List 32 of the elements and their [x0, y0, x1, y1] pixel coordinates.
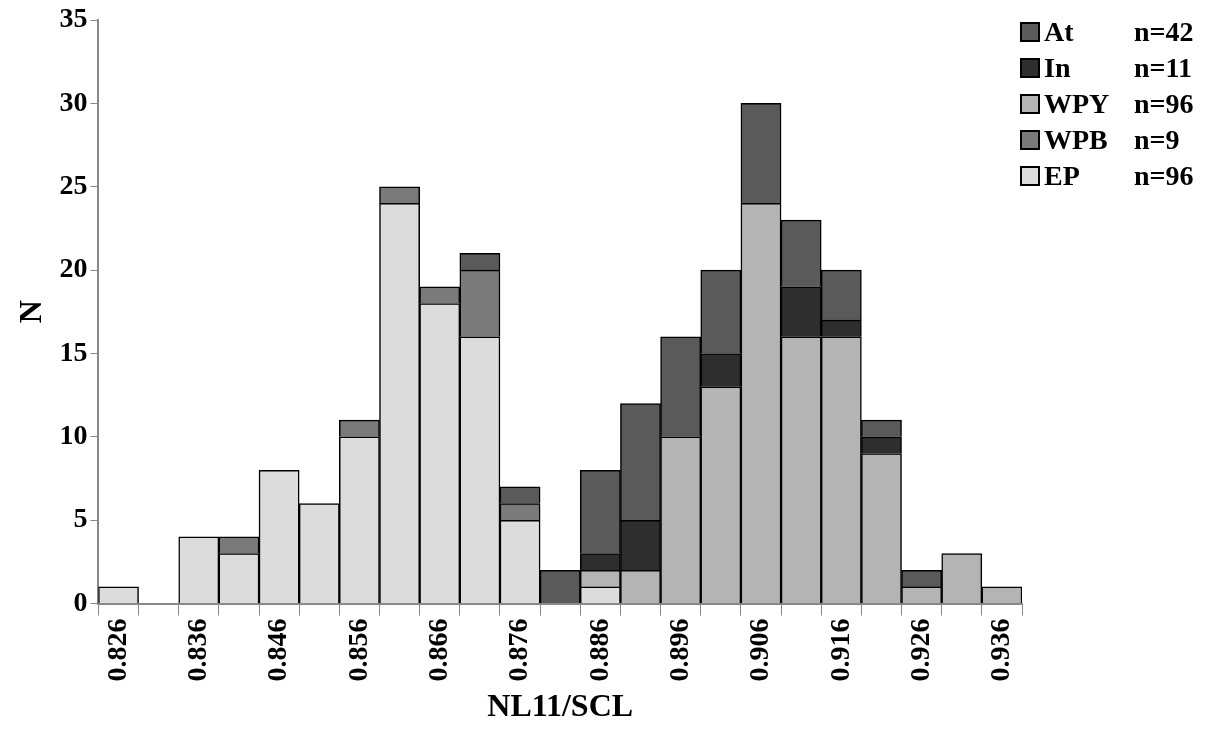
x-tick-label: 0.836 — [181, 618, 213, 682]
text: n=11 — [1134, 52, 1192, 84]
x-tick-label: 0.926 — [903, 618, 935, 682]
legend-label: At — [1044, 16, 1075, 48]
legend-label: WPY — [1044, 88, 1111, 120]
y-axis-title: N — [12, 300, 49, 324]
x-tick-label: 0.826 — [100, 618, 132, 682]
y-tick-label: 25 — [59, 168, 88, 200]
x-tick-label: 0.906 — [743, 618, 775, 682]
x-tick-label: 0.856 — [341, 618, 373, 682]
y-tick-label: 20 — [59, 252, 88, 284]
x-tick-label: 0.936 — [984, 618, 1016, 682]
legend-label: EP — [1044, 160, 1081, 192]
x-tick-label: 0.916 — [823, 618, 855, 682]
x-tick-label: 0.876 — [502, 618, 534, 682]
y-tick-label: 15 — [59, 335, 88, 367]
y-tick-label: 5 — [73, 502, 88, 534]
x-tick-label: 0.846 — [261, 618, 293, 682]
legend-label: WPB — [1044, 124, 1109, 156]
y-tick-label: 10 — [59, 419, 88, 451]
text: n=42 — [1134, 16, 1194, 48]
x-tick-label: 0.896 — [662, 618, 694, 682]
legend-label: In — [1044, 52, 1072, 84]
x-axis-title: NL11/SCL — [487, 687, 634, 724]
x-tick-label: 0.866 — [421, 618, 453, 682]
x-tick-label: 0.886 — [582, 618, 614, 682]
y-tick-label: 30 — [59, 85, 88, 117]
text: n=96 — [1134, 160, 1194, 192]
text: n=9 — [1134, 124, 1180, 156]
text: n=96 — [1134, 88, 1194, 120]
y-tick-label: 0 — [73, 585, 88, 617]
y-tick-label: 35 — [59, 2, 88, 34]
